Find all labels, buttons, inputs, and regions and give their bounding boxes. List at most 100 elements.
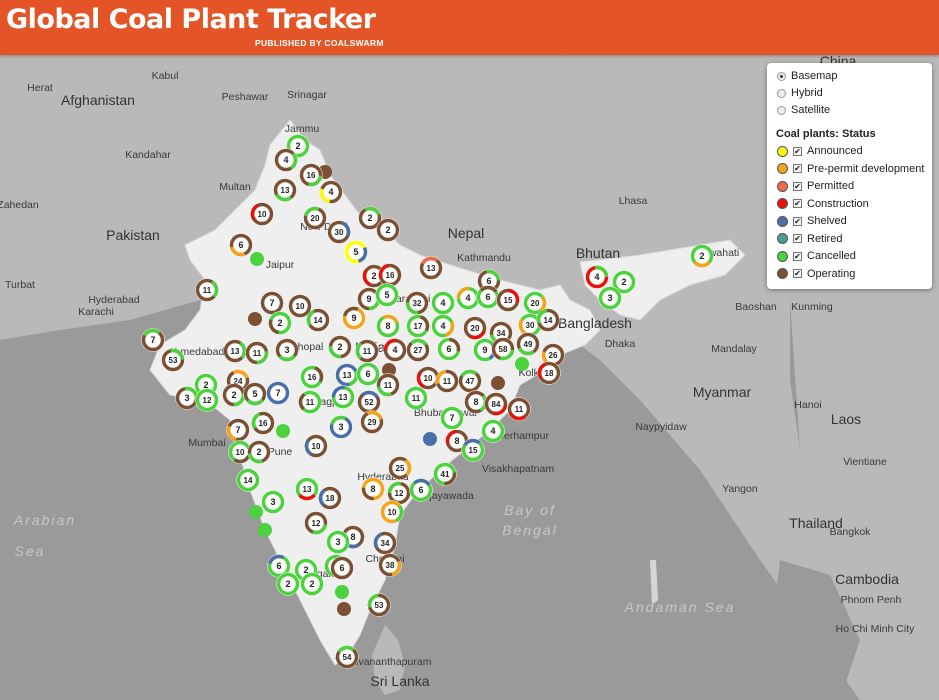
- single-plant-marker[interactable]: [423, 432, 437, 446]
- plant-cluster-marker[interactable]: 6: [330, 556, 354, 580]
- plant-cluster-marker[interactable]: 15: [460, 437, 486, 463]
- plant-cluster-marker[interactable]: 2: [247, 440, 271, 464]
- plant-cluster-marker[interactable]: 16: [300, 365, 324, 389]
- single-plant-marker[interactable]: [276, 424, 290, 438]
- radio-hybrid[interactable]: [777, 88, 786, 98]
- plant-cluster-marker[interactable]: 8: [361, 477, 385, 501]
- basemap-option-basemap[interactable]: Basemap: [777, 68, 837, 84]
- plant-cluster-marker[interactable]: 13: [331, 385, 355, 409]
- plant-cluster-marker[interactable]: 16: [299, 163, 323, 187]
- plant-cluster-marker[interactable]: 12: [387, 481, 411, 505]
- legend-checkbox[interactable]: ✔: [793, 234, 802, 243]
- plant-cluster-marker[interactable]: 6: [437, 337, 461, 361]
- plant-cluster-marker[interactable]: 10: [379, 499, 406, 526]
- plant-cluster-marker[interactable]: 10: [303, 433, 329, 459]
- plant-cluster-marker[interactable]: 5: [242, 381, 269, 408]
- plant-cluster-marker[interactable]: 53: [367, 593, 391, 617]
- plant-cluster-marker[interactable]: 6: [356, 362, 380, 386]
- plant-cluster-marker[interactable]: 8: [375, 313, 401, 339]
- plant-cluster-marker[interactable]: 4: [456, 286, 480, 310]
- legend-checkbox[interactable]: ✔: [793, 251, 802, 261]
- plant-cluster-marker[interactable]: 54: [334, 644, 360, 670]
- plant-cluster-marker[interactable]: 16: [378, 263, 402, 287]
- single-plant-marker[interactable]: [515, 357, 529, 371]
- plant-cluster-marker[interactable]: 49: [515, 331, 542, 358]
- plant-cluster-marker[interactable]: 2: [276, 572, 300, 596]
- plant-cluster-marker[interactable]: 53: [161, 348, 185, 372]
- single-plant-marker[interactable]: [335, 585, 349, 599]
- plant-cluster-marker[interactable]: 11: [376, 373, 401, 398]
- plant-cluster-marker[interactable]: 7: [140, 327, 166, 353]
- single-plant-marker[interactable]: [250, 252, 264, 266]
- plant-cluster-marker[interactable]: 30: [327, 220, 351, 244]
- plant-cluster-marker[interactable]: 11: [194, 277, 220, 303]
- plant-cluster-marker[interactable]: 32: [405, 291, 429, 315]
- plant-cluster-marker[interactable]: 2: [222, 383, 246, 407]
- plant-cluster-marker[interactable]: 10: [249, 201, 275, 227]
- plant-cluster-marker[interactable]: 7: [226, 418, 250, 442]
- plant-cluster-marker[interactable]: 14: [305, 307, 331, 333]
- plant-cluster-marker[interactable]: 2: [612, 270, 636, 294]
- plant-cluster-marker[interactable]: 27: [405, 337, 432, 364]
- plant-cluster-marker[interactable]: 18: [317, 485, 344, 512]
- plant-cluster-marker[interactable]: 4: [481, 419, 505, 443]
- plant-cluster-marker[interactable]: 3: [329, 415, 353, 439]
- plant-cluster-marker[interactable]: 11: [354, 338, 381, 365]
- plant-cluster-marker[interactable]: 11: [297, 389, 324, 416]
- plant-cluster-marker[interactable]: 3: [175, 386, 199, 410]
- plant-cluster-marker[interactable]: 25: [387, 455, 413, 481]
- basemap-option-satellite[interactable]: Satellite: [777, 102, 830, 118]
- plant-cluster-marker[interactable]: 34: [372, 530, 398, 556]
- plant-cluster-marker[interactable]: 2: [376, 218, 400, 242]
- plant-cluster-marker[interactable]: 38: [378, 553, 403, 578]
- plant-cluster-marker[interactable]: 4: [273, 147, 300, 174]
- plant-cluster-marker[interactable]: 3: [598, 286, 622, 310]
- plant-cluster-marker[interactable]: 12: [304, 511, 328, 535]
- plant-cluster-marker[interactable]: 7: [440, 406, 464, 430]
- legend-item-shelved[interactable]: ✔ Shelved: [777, 213, 847, 229]
- plant-cluster-marker[interactable]: 10: [415, 365, 440, 390]
- plant-cluster-marker[interactable]: 10: [288, 294, 312, 318]
- plant-cluster-marker[interactable]: 13: [272, 177, 299, 204]
- legend-checkbox[interactable]: ✔: [793, 199, 802, 208]
- legend-item-announced[interactable]: ✔ Announced: [777, 143, 863, 159]
- plant-cluster-marker[interactable]: 29: [359, 409, 385, 435]
- plant-cluster-marker[interactable]: 11: [404, 386, 428, 410]
- plant-cluster-marker[interactable]: 4: [431, 291, 455, 315]
- single-plant-marker[interactable]: [248, 312, 262, 326]
- plant-cluster-marker[interactable]: 3: [274, 337, 301, 364]
- plant-cluster-marker[interactable]: 6: [229, 233, 254, 258]
- plant-cluster-marker[interactable]: 47: [457, 368, 483, 394]
- plant-cluster-marker[interactable]: 5: [375, 283, 399, 307]
- legend-checkbox[interactable]: ✔: [793, 146, 802, 156]
- plant-cluster-marker[interactable]: 20: [463, 316, 488, 341]
- legend-item-construction[interactable]: ✔ Construction: [777, 196, 869, 212]
- plant-cluster-marker[interactable]: 13: [418, 255, 444, 281]
- single-plant-marker[interactable]: [491, 376, 505, 390]
- plant-cluster-marker[interactable]: 18: [536, 360, 562, 386]
- plant-cluster-marker[interactable]: 3: [326, 530, 350, 554]
- plant-cluster-marker[interactable]: 12: [195, 388, 219, 412]
- single-plant-marker[interactable]: [382, 363, 396, 377]
- plant-cluster-marker[interactable]: 4: [383, 338, 407, 362]
- plant-cluster-marker[interactable]: 14: [236, 468, 260, 492]
- plant-cluster-marker[interactable]: 6: [408, 477, 435, 504]
- plant-cluster-marker[interactable]: 9: [342, 306, 366, 330]
- plant-cluster-marker[interactable]: 17: [406, 314, 430, 338]
- plant-cluster-marker[interactable]: 84: [484, 392, 508, 416]
- plant-cluster-marker[interactable]: 2: [357, 205, 383, 231]
- legend-item-permitted[interactable]: ✔ Permitted: [777, 178, 854, 194]
- plant-cluster-marker[interactable]: 2: [328, 335, 352, 359]
- plant-cluster-marker[interactable]: 3: [261, 490, 285, 514]
- plant-cluster-marker[interactable]: 4: [430, 313, 455, 338]
- plant-cluster-marker[interactable]: 13: [334, 362, 359, 387]
- legend-item-retired[interactable]: ✔ Retired: [777, 231, 842, 247]
- legend-checkbox[interactable]: ✔: [793, 269, 802, 278]
- plant-cluster-marker[interactable]: 15: [496, 288, 520, 312]
- plant-cluster-marker[interactable]: 4: [585, 265, 609, 289]
- legend-item-cancelled[interactable]: ✔ Cancelled: [777, 248, 856, 264]
- plant-cluster-marker[interactable]: 58: [491, 337, 515, 361]
- plant-cluster-marker[interactable]: 14: [536, 308, 560, 332]
- radio-satellite[interactable]: [777, 105, 786, 115]
- plant-cluster-marker[interactable]: 6: [267, 554, 291, 578]
